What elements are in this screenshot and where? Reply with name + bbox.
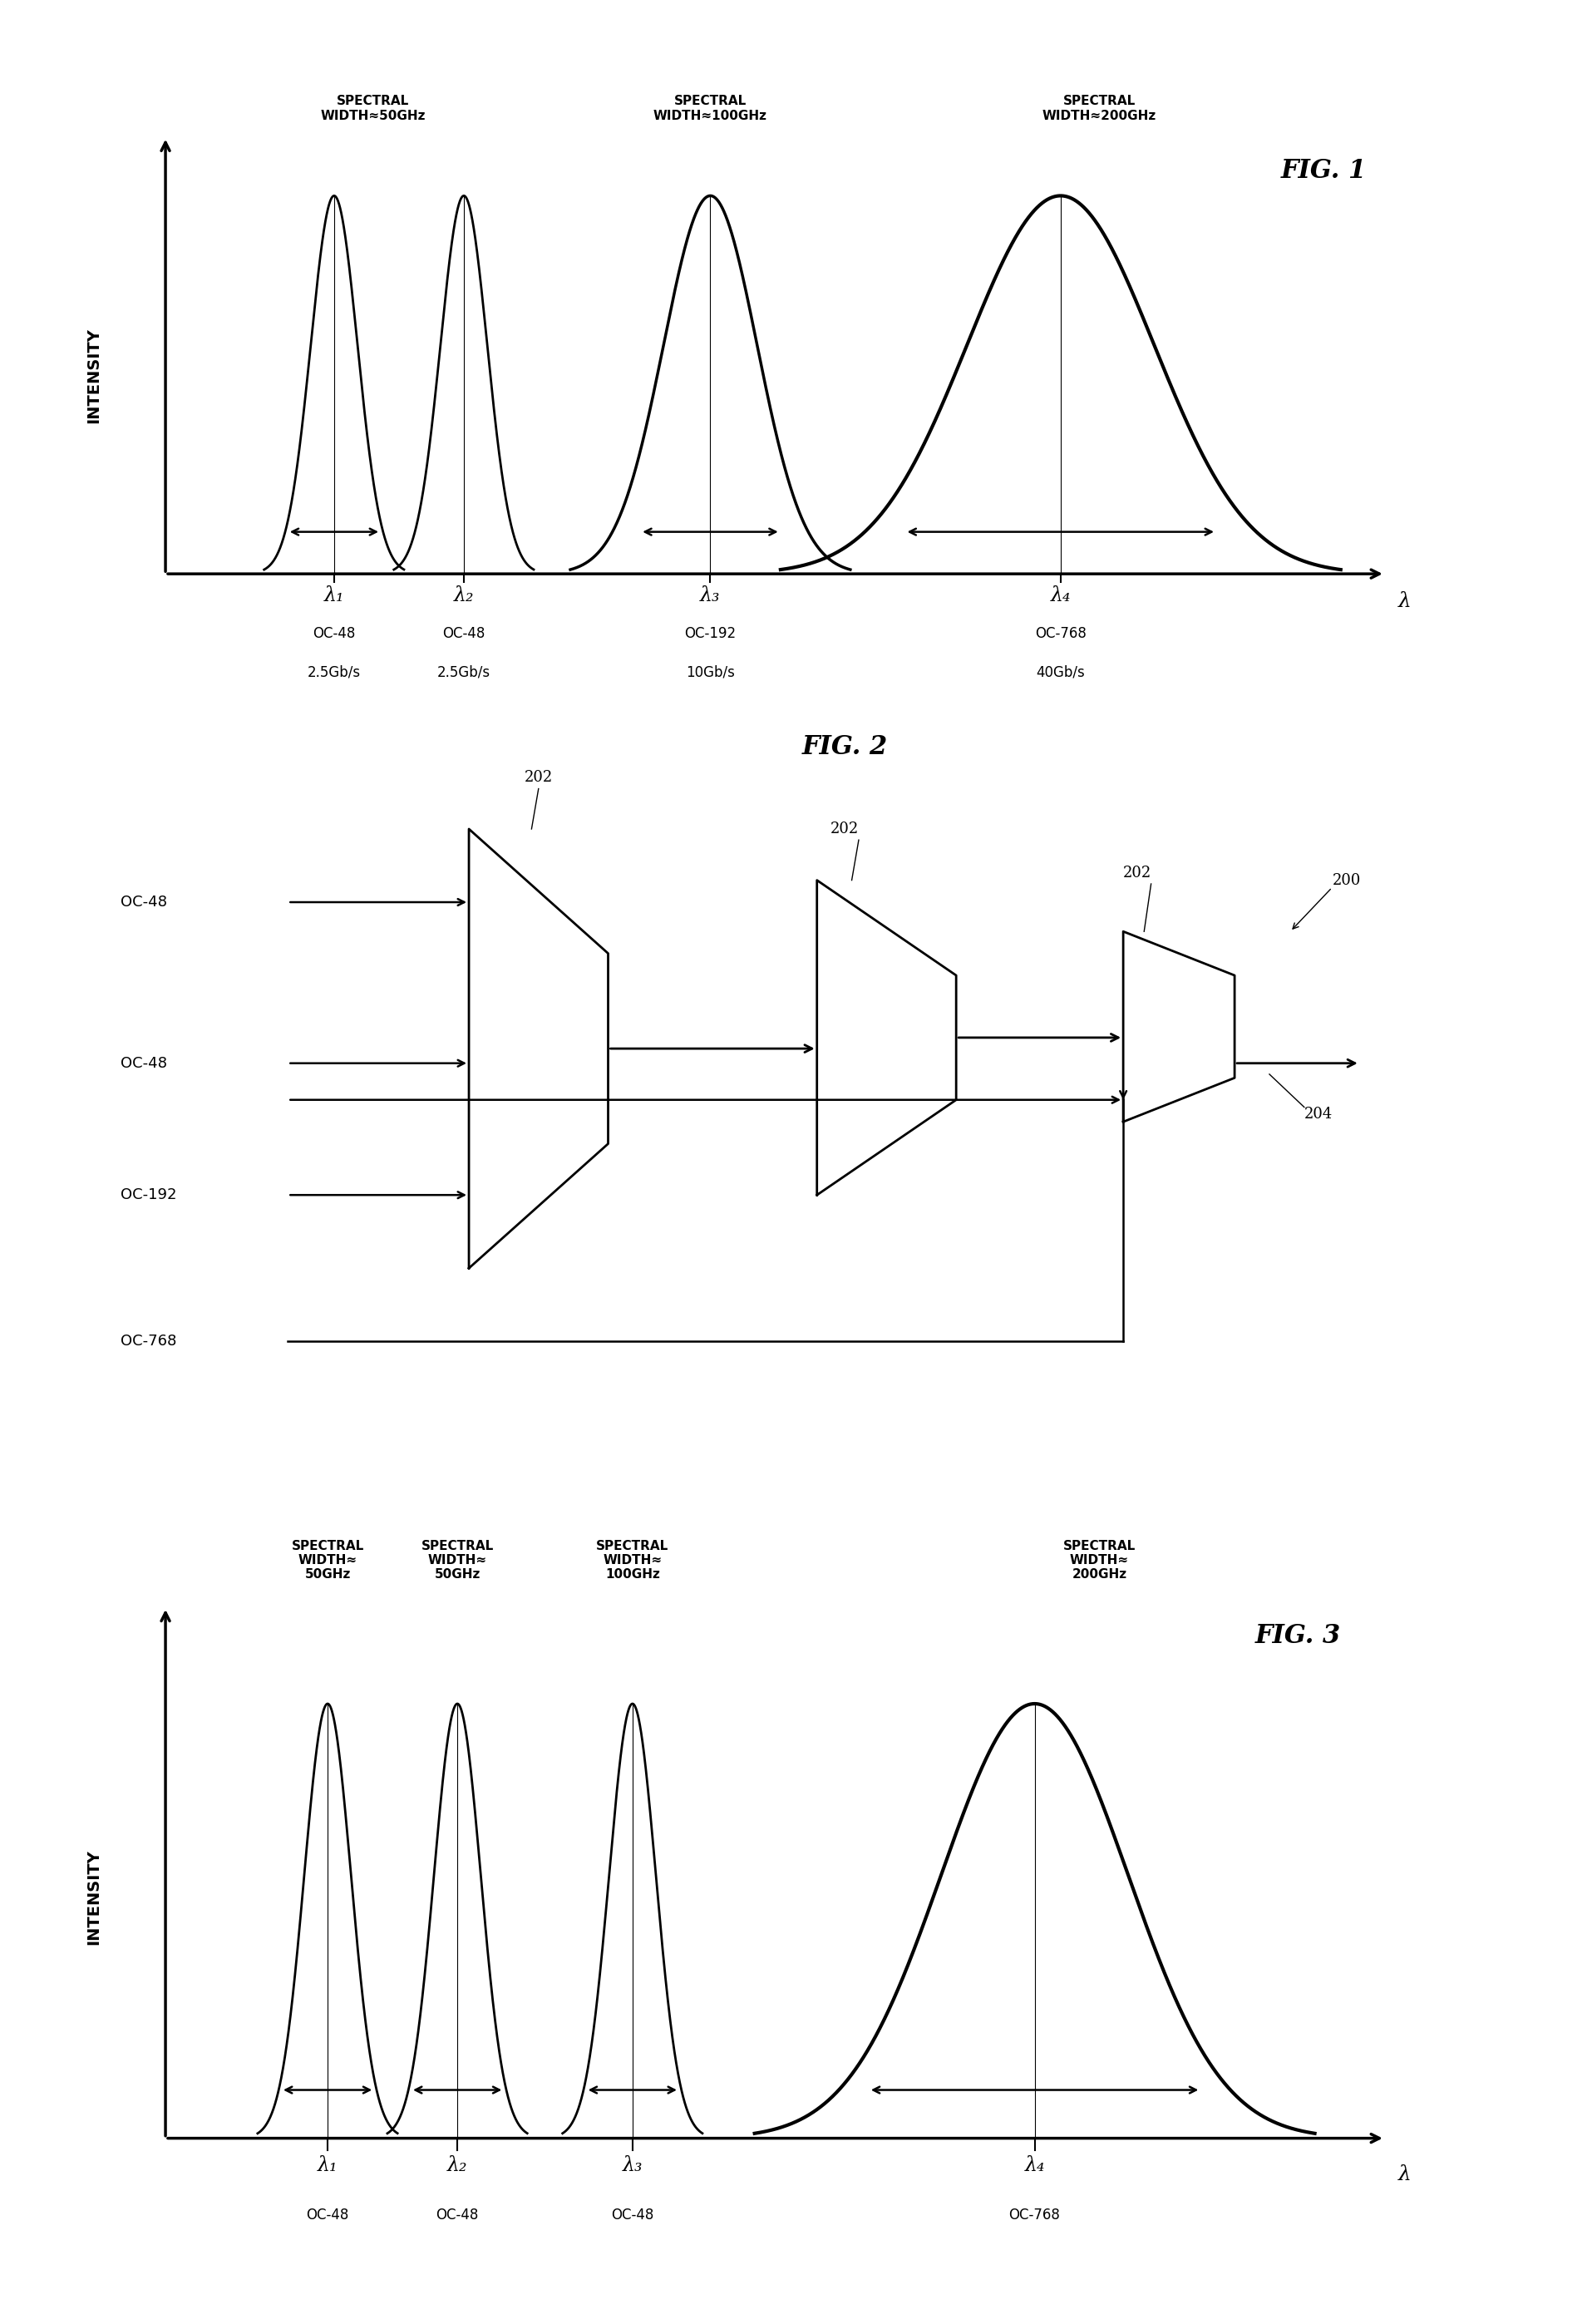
Text: INTENSITY: INTENSITY: [87, 328, 101, 423]
Text: INTENSITY: INTENSITY: [87, 1850, 101, 1945]
Text: 2.5Gb/s: 2.5Gb/s: [437, 665, 490, 679]
Text: SPECTRAL
WIDTH≈
50GHz: SPECTRAL WIDTH≈ 50GHz: [421, 1538, 494, 1580]
Text: λ₃: λ₃: [622, 2157, 642, 2175]
Text: OC-768: OC-768: [1035, 625, 1087, 641]
Text: 10Gb/s: 10Gb/s: [687, 665, 734, 679]
Text: OC-192: OC-192: [685, 625, 736, 641]
Text: SPECTRAL
WIDTH≈
50GHz: SPECTRAL WIDTH≈ 50GHz: [291, 1538, 364, 1580]
Text: SPECTRAL
WIDTH≈
100GHz: SPECTRAL WIDTH≈ 100GHz: [596, 1538, 669, 1580]
Text: OC-48: OC-48: [313, 625, 356, 641]
Text: OC-192: OC-192: [120, 1188, 177, 1202]
Text: 40Gb/s: 40Gb/s: [1036, 665, 1085, 679]
Text: 204: 204: [1304, 1106, 1332, 1122]
Text: λ₄: λ₄: [1050, 586, 1071, 607]
Text: OC-48: OC-48: [437, 2208, 479, 2222]
Text: OC-48: OC-48: [611, 2208, 653, 2222]
Text: SPECTRAL
WIDTH≈
200GHz: SPECTRAL WIDTH≈ 200GHz: [1063, 1538, 1136, 1580]
Text: OC-768: OC-768: [1009, 2208, 1060, 2222]
Text: 2.5Gb/s: 2.5Gb/s: [307, 665, 361, 679]
Text: λ: λ: [1398, 593, 1411, 611]
Text: OC-48: OC-48: [120, 895, 168, 909]
Text: OC-768: OC-768: [120, 1334, 177, 1348]
Text: OC-48: OC-48: [307, 2208, 350, 2222]
Text: 200: 200: [1332, 874, 1361, 888]
Text: FIG. 3: FIG. 3: [1255, 1622, 1342, 1650]
Text: FIG. 1: FIG. 1: [1281, 158, 1367, 184]
Text: λ: λ: [1398, 2166, 1411, 2185]
Text: λ₂: λ₂: [454, 586, 475, 607]
Text: 202: 202: [524, 769, 552, 786]
Text: SPECTRAL
WIDTH≈200GHz: SPECTRAL WIDTH≈200GHz: [1043, 95, 1156, 121]
Text: OC-48: OC-48: [120, 1055, 168, 1071]
Text: 202: 202: [1123, 865, 1152, 881]
Text: SPECTRAL
WIDTH≈100GHz: SPECTRAL WIDTH≈100GHz: [653, 95, 767, 121]
Text: λ₁: λ₁: [318, 2157, 339, 2175]
Text: 202: 202: [831, 820, 859, 837]
Text: λ₁: λ₁: [324, 586, 345, 607]
Text: λ₂: λ₂: [448, 2157, 468, 2175]
Text: SPECTRAL
WIDTH≈50GHz: SPECTRAL WIDTH≈50GHz: [321, 95, 426, 121]
Text: FIG. 2: FIG. 2: [802, 734, 888, 760]
Text: OC-48: OC-48: [443, 625, 486, 641]
Text: λ₄: λ₄: [1025, 2157, 1044, 2175]
Text: λ₃: λ₃: [701, 586, 720, 607]
